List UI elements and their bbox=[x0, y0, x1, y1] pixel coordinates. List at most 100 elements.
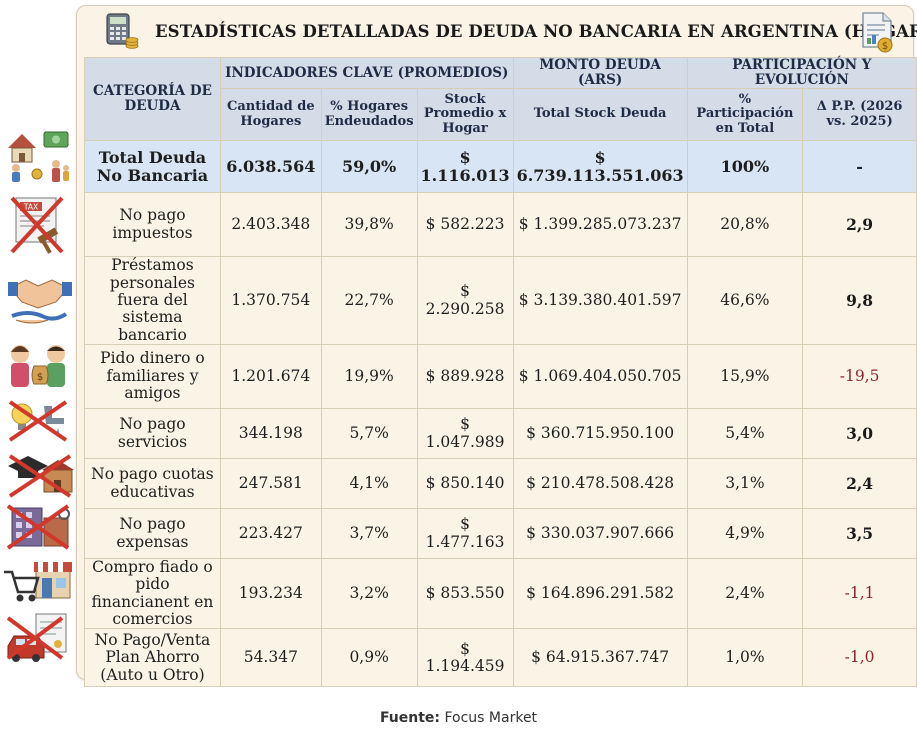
households-cell: 54.347 bbox=[219, 628, 322, 688]
header-group-participation: PARTICIPACIÓN Y EVOLUCIÓN bbox=[686, 56, 917, 90]
total-row: Total Deuda No Bancaria 6.038.564 59,0% $ 1… bbox=[84, 140, 917, 194]
svg-text:TAX: TAX bbox=[23, 203, 38, 212]
table-row: Compro fiado o pido financianent en come… bbox=[84, 558, 917, 630]
table-row: No Pago/Venta Plan Ahorro (Auto u Otro) 5… bbox=[84, 628, 917, 688]
source-footer: Fuente: Focus Market bbox=[0, 710, 917, 726]
pct-indebted-cell: 59,0% bbox=[320, 140, 418, 194]
delta-cell: -19,5 bbox=[802, 344, 917, 410]
total-stock-cell: $ 164.896.291.582 bbox=[512, 558, 688, 630]
pct-indebted-cell: 4,1% bbox=[320, 458, 418, 510]
category-cell: No pago impuestos bbox=[84, 192, 221, 258]
total-stock-cell: $ 330.037.907.666 bbox=[512, 508, 688, 560]
total-stock-cell: $ 360.715.950.100 bbox=[512, 408, 688, 460]
category-cell: Préstamos personales fuera del sistema b… bbox=[84, 256, 221, 346]
avg-stock-cell: $ 889.928 bbox=[416, 344, 514, 410]
pct-indebted-cell: 3,2% bbox=[320, 558, 418, 630]
svg-text:$: $ bbox=[882, 41, 888, 52]
title-bar: ESTADÍSTICAS DETALLADAS DE DEUDA NO BANC… bbox=[77, 6, 917, 58]
people-money-bag-icon: $ bbox=[11, 345, 65, 387]
avg-stock-cell: $ 2.290.258 bbox=[416, 256, 514, 346]
page-title: ESTADÍSTICAS DETALLADAS DE DEUDA NO BANC… bbox=[155, 22, 917, 41]
building-crossed-icon bbox=[6, 504, 70, 550]
category-cell: Pido dinero o familiares y amigos bbox=[84, 344, 221, 410]
cart-store-icon bbox=[4, 562, 72, 602]
header-total-stock: Total Stock Deuda bbox=[512, 88, 688, 142]
households-cell: 2.403.348 bbox=[219, 192, 322, 258]
pct-indebted-cell: 5,7% bbox=[320, 408, 418, 460]
households-cell: 344.198 bbox=[219, 408, 322, 460]
table-row: Préstamos personales fuera del sistema b… bbox=[84, 256, 917, 346]
pct-indebted-cell: 22,7% bbox=[320, 256, 418, 346]
header-group-indicators: INDICADORES CLAVE (PROMEDIOS) bbox=[219, 56, 514, 90]
category-cell: No pago expensas bbox=[84, 508, 221, 560]
header-pct-indebted: % Hogares Endeudados bbox=[320, 88, 418, 142]
households-cell: 223.427 bbox=[219, 508, 322, 560]
total-stock-cell: $ 3.139.380.401.597 bbox=[512, 256, 688, 346]
category-cell: No pago servicios bbox=[84, 408, 221, 460]
table-row: No pago impuestos 2.403.348 39,8% $ 582.223… bbox=[84, 192, 917, 258]
total-stock-cell: $ 210.478.508.428 bbox=[512, 458, 688, 510]
participation-cell: 5,4% bbox=[686, 408, 804, 460]
header-households: Cantidad de Hogares bbox=[219, 88, 322, 142]
calculator-coins-icon bbox=[106, 13, 139, 49]
header-group-amount: MONTO DEUDA (ARS) bbox=[512, 56, 688, 90]
delta-cell: 2,4 bbox=[802, 458, 917, 510]
house-money-family-icon bbox=[8, 131, 69, 182]
header-participation: % Participación en Total bbox=[686, 88, 804, 142]
households-cell: 6.038.564 bbox=[219, 140, 322, 194]
table-row: No pago cuotas educativas 247.581 4,1% $ 85… bbox=[84, 458, 917, 510]
category-cell: Compro fiado o pido financianent en come… bbox=[84, 558, 221, 630]
delta-cell: -1,1 bbox=[802, 558, 917, 630]
participation-cell: 100% bbox=[686, 140, 804, 194]
total-stock-cell: $ 1.399.285.073.237 bbox=[512, 192, 688, 258]
avg-stock-cell: $ 1.194.459 bbox=[416, 628, 514, 688]
pct-indebted-cell: 19,9% bbox=[320, 344, 418, 410]
households-cell: 1.370.754 bbox=[219, 256, 322, 346]
table-row: No pago servicios 344.198 5,7% $ 1.047.989 $… bbox=[84, 408, 917, 460]
participation-cell: 15,9% bbox=[686, 344, 804, 410]
school-crossed-icon bbox=[8, 454, 74, 498]
households-cell: 247.581 bbox=[219, 458, 322, 510]
category-cell: Total Deuda No Bancaria bbox=[84, 140, 221, 194]
table-row: No pago expensas 223.427 3,7% $ 1.477.163 $ … bbox=[84, 508, 917, 560]
car-document-crossed-icon bbox=[6, 613, 67, 662]
debt-table: CATEGORÍA DE DEUDA INDICADORES CLAVE (PR… bbox=[84, 56, 917, 688]
pct-indebted-cell: 39,8% bbox=[320, 192, 418, 258]
handshake-icon bbox=[8, 279, 72, 324]
avg-stock-cell: $ 1.477.163 bbox=[416, 508, 514, 560]
participation-cell: 20,8% bbox=[686, 192, 804, 258]
pct-indebted-cell: 3,7% bbox=[320, 508, 418, 560]
header-delta: Δ P.P. (2026 vs. 2025) bbox=[802, 88, 917, 142]
source-label: Fuente: bbox=[379, 710, 441, 726]
category-cell: No pago cuotas educativas bbox=[84, 458, 221, 510]
total-stock-cell: $ 1.069.404.050.705 bbox=[512, 344, 688, 410]
participation-cell: 2,4% bbox=[686, 558, 804, 630]
households-cell: 193.234 bbox=[219, 558, 322, 630]
pct-indebted-cell: 0,9% bbox=[320, 628, 418, 688]
category-cell: No Pago/Venta Plan Ahorro (Auto u Otro) bbox=[84, 628, 221, 688]
participation-cell: 3,1% bbox=[686, 458, 804, 510]
delta-cell: 3,0 bbox=[802, 408, 917, 460]
table-row: Pido dinero o familiares y amigos 1.201.6… bbox=[84, 344, 917, 410]
header-avg-stock: Stock Promedio x Hogar bbox=[416, 88, 514, 142]
participation-cell: 46,6% bbox=[686, 256, 804, 346]
header-category: CATEGORÍA DE DEUDA bbox=[84, 56, 221, 142]
avg-stock-cell: $ 853.550 bbox=[416, 558, 514, 630]
participation-cell: 4,9% bbox=[686, 508, 804, 560]
avg-stock-cell: $ 1.047.989 bbox=[416, 408, 514, 460]
delta-cell: 3,5 bbox=[802, 508, 917, 560]
delta-cell: -1,0 bbox=[802, 628, 917, 688]
avg-stock-cell: $ 850.140 bbox=[416, 458, 514, 510]
tax-crossed-icon: TAX bbox=[10, 196, 64, 254]
avg-stock-cell: $ 582.223 bbox=[416, 192, 514, 258]
participation-cell: 1,0% bbox=[686, 628, 804, 688]
delta-cell: 2,9 bbox=[802, 192, 917, 258]
delta-cell: 9,8 bbox=[802, 256, 917, 346]
avg-stock-cell: $ 1.116.013 bbox=[416, 140, 514, 194]
report-document-icon: $ bbox=[862, 12, 893, 53]
utilities-crossed-icon bbox=[8, 400, 68, 442]
row-icons: TAX $ bbox=[4, 131, 74, 662]
households-cell: 1.201.674 bbox=[219, 344, 322, 410]
total-stock-cell: $ 6.739.113.551.063 bbox=[512, 140, 688, 194]
source-name: Focus Market bbox=[444, 710, 538, 726]
